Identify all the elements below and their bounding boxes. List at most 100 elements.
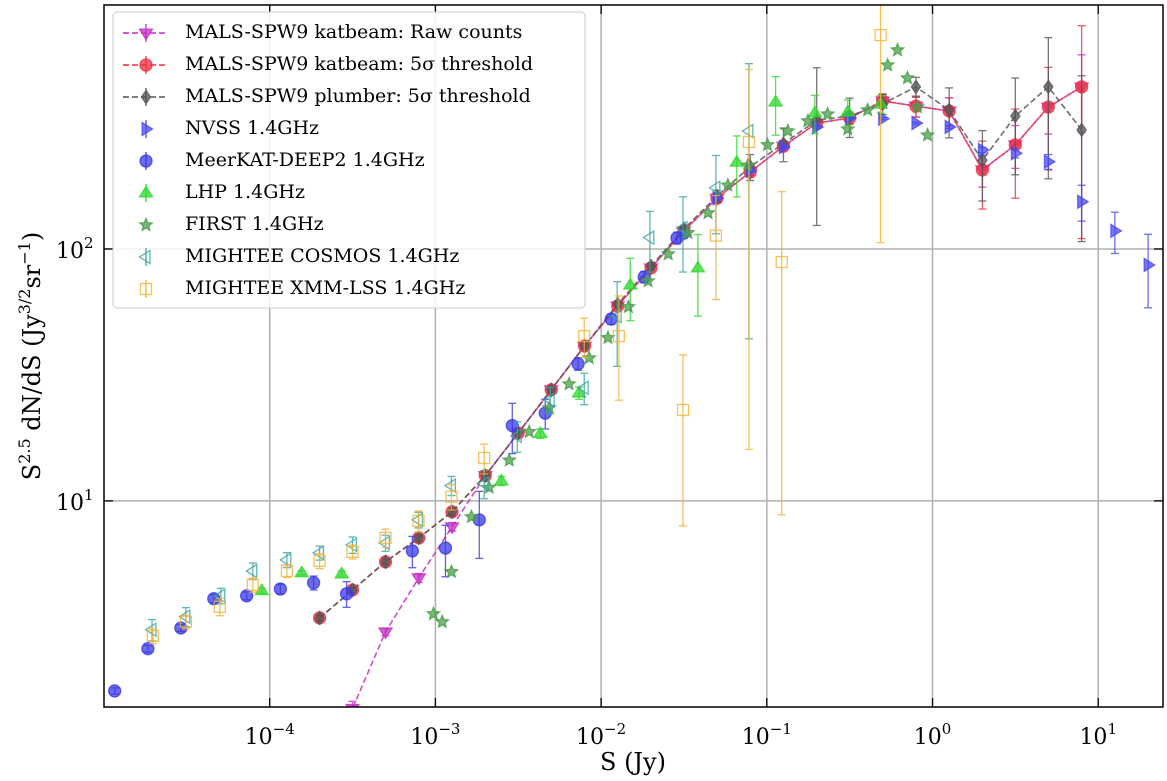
marker (874, 28, 887, 42)
y-axis-label: S2.5 dN/dS (Jy3/2sr−1) (15, 232, 46, 480)
y-label-part: ) (18, 232, 46, 241)
error-bar (693, 233, 702, 317)
legend-marker (139, 58, 153, 72)
marker (306, 576, 321, 590)
tick-base: 10 (56, 491, 84, 516)
marker (273, 582, 288, 596)
error-bar (480, 443, 489, 475)
marker (742, 135, 756, 149)
marker (708, 180, 721, 196)
marker (600, 329, 616, 345)
tick-label: 101 (1079, 720, 1117, 750)
marker (720, 177, 736, 192)
marker (521, 423, 537, 439)
marker (612, 329, 626, 343)
tick-exp: 1 (1107, 720, 1117, 738)
error-bar (1144, 233, 1153, 309)
marker (476, 476, 489, 492)
marker (879, 56, 896, 72)
marker (767, 94, 784, 107)
tick-label: 10−1 (742, 720, 792, 750)
marker (108, 684, 122, 698)
tick-base: 10 (914, 725, 942, 750)
marker (561, 375, 577, 391)
marker (213, 600, 226, 613)
marker (339, 587, 354, 601)
marker (977, 152, 988, 168)
marker (1077, 194, 1090, 210)
marker (622, 277, 638, 290)
marker (438, 541, 453, 555)
marker (246, 578, 259, 592)
error-bar (447, 484, 456, 511)
marker (740, 157, 756, 172)
marker (410, 512, 424, 528)
marker (1009, 108, 1021, 124)
marker (313, 554, 326, 568)
legend-box (112, 11, 586, 309)
series-line (352, 86, 1083, 707)
marker (443, 563, 460, 579)
legend-label: MIGHTEE COSMOS 1.4GHz (185, 245, 459, 267)
marker (700, 204, 716, 220)
tick-exp: −2 (604, 720, 626, 738)
tick-base: 10 (245, 725, 273, 750)
error-bar (614, 295, 623, 401)
legend-marker (139, 282, 153, 296)
marker (1043, 154, 1057, 170)
marker (910, 79, 922, 95)
marker (478, 451, 491, 465)
marker (346, 545, 359, 558)
marker (859, 101, 876, 117)
error-bar (282, 564, 291, 579)
tick-base: 10 (742, 725, 770, 750)
marker (943, 102, 955, 118)
error-bar (546, 386, 555, 415)
marker (501, 452, 518, 467)
marker (977, 142, 991, 158)
marker (542, 392, 555, 408)
tick-exp: 2 (84, 234, 94, 252)
marker (709, 229, 723, 242)
marker (576, 380, 589, 396)
tick-exp: −3 (438, 720, 460, 738)
marker (775, 255, 788, 269)
error-bar (348, 700, 357, 707)
legend-label: LHP 1.4GHz (185, 181, 305, 203)
axes-frame (103, 4, 1164, 708)
marker (807, 105, 823, 118)
tick-label: 10−2 (576, 720, 626, 750)
tick-exp: 0 (942, 720, 952, 738)
error-bar (777, 191, 786, 516)
legend-marker (139, 154, 153, 168)
error-bar (1011, 77, 1020, 176)
legend-label: MALS-SPW9 katbeam: 5σ threshold (185, 53, 533, 75)
marker (609, 308, 622, 324)
error-bar (812, 67, 821, 227)
legend-label: MALS-SPW9 plumber: 5σ threshold (185, 85, 531, 107)
y-label-part: dN/dS (Jy (18, 314, 46, 438)
marker (254, 582, 270, 596)
error-bar (414, 510, 423, 533)
error-bar (513, 421, 522, 453)
marker (620, 298, 637, 314)
marker (1076, 122, 1087, 138)
legend-marker (138, 28, 154, 41)
marker (380, 554, 391, 570)
error-bar (580, 317, 589, 359)
marker (819, 105, 836, 121)
marker (578, 329, 591, 343)
legend-marker (141, 121, 154, 137)
marker (640, 272, 656, 288)
marker (741, 123, 754, 139)
legend: MALS-SPW9 katbeam: Raw counts MALS-SPW9 k… (112, 11, 586, 309)
legend-marker (138, 249, 151, 265)
marker (505, 418, 519, 433)
marker (313, 778, 326, 781)
marker (445, 490, 458, 503)
error-bar (181, 614, 190, 630)
error-bar (678, 196, 687, 273)
marker (1042, 79, 1054, 95)
legend-marker (138, 185, 154, 198)
marker (571, 385, 587, 398)
